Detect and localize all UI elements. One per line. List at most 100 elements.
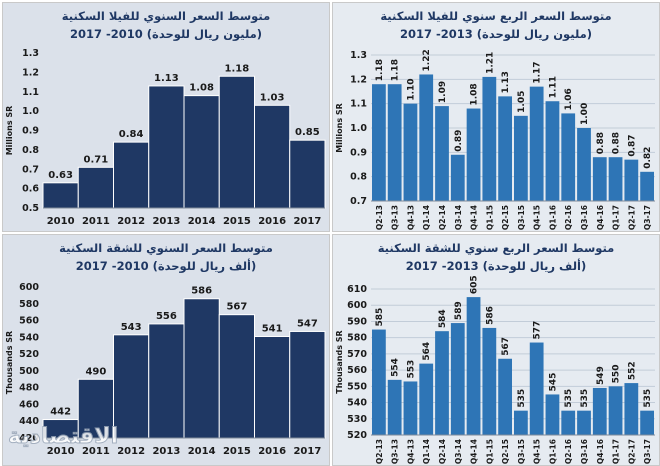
y-tick-label: 560 <box>19 316 39 327</box>
y-tick-label: 0.5 <box>22 203 39 214</box>
bar <box>289 330 326 439</box>
x-tick-label: Q4-15 <box>533 439 542 464</box>
chart-title: متوسط السعر الربع سنوي للفيلا السكنية <box>380 9 612 23</box>
data-label: 1.08 <box>189 83 214 94</box>
bar <box>466 108 481 201</box>
chart-subtitle: (مليون ريال للوحدة) 2010- 2017 <box>69 27 263 41</box>
data-label: 0.63 <box>48 170 73 181</box>
x-tick-label: Q1-15 <box>485 439 494 464</box>
x-tick-label: 2014 <box>188 216 216 227</box>
publisher-logo: الاقتصادية <box>7 424 119 450</box>
y-tick-label: 1.3 <box>350 50 367 61</box>
x-tick-label: Q1-16 <box>548 439 557 464</box>
x-tick-label: Q2-17 <box>627 205 636 230</box>
data-label: 1.03 <box>260 92 285 103</box>
bar <box>482 76 497 201</box>
x-tick-label: 2011 <box>82 446 110 457</box>
y-tick-label: 610 <box>347 284 367 295</box>
y-tick-label: 540 <box>19 332 39 343</box>
bar <box>218 75 255 209</box>
bar <box>403 381 418 435</box>
x-tick-label: 2017 <box>293 216 321 227</box>
y-tick-label: 0.8 <box>22 145 39 156</box>
data-label: 1.18 <box>225 63 250 74</box>
y-tick-label: 1.1 <box>22 87 39 98</box>
bar <box>529 86 544 201</box>
bar <box>624 159 639 201</box>
y-tick-label: 480 <box>19 383 39 394</box>
data-label: 586 <box>191 286 212 297</box>
y-tick-label: 1.2 <box>22 67 39 78</box>
x-tick-label: Q4-13 <box>406 439 415 464</box>
data-label: 490 <box>85 366 106 377</box>
x-tick-label: 2010 <box>47 216 75 227</box>
x-tick-label: Q3-13 <box>391 205 400 230</box>
data-label: 567 <box>501 337 511 356</box>
bar <box>113 334 150 439</box>
bar <box>183 298 220 439</box>
bar <box>372 329 386 435</box>
data-label: 605 <box>470 275 480 294</box>
y-tick-label: 0.7 <box>350 196 367 207</box>
y-tick-label: 500 <box>19 366 39 377</box>
apartment-quarterly-chart: 520 530 540 550 560 570 580 590 600 610 Thousands … <box>335 275 655 464</box>
x-tick-label: Q3-15 <box>517 205 526 230</box>
data-label: 535 <box>580 389 590 408</box>
data-label: 1.17 <box>533 61 543 83</box>
bar <box>419 363 434 435</box>
data-label: 545 <box>548 373 558 392</box>
x-tick-label: 2010 <box>47 446 75 457</box>
y-tick-label: 590 <box>347 316 367 327</box>
villa-quarterly-chart: 0.7 0.8 0.9 1.0 1.1 1.2 1.3 Millions SR 1.18 Q2-1… <box>335 49 655 230</box>
y-tick-label: 550 <box>347 381 367 392</box>
y-tick-label: 0.7 <box>22 164 39 175</box>
y-tick-label: 0.9 <box>350 147 367 158</box>
data-label: 442 <box>50 407 71 418</box>
data-label: 1.10 <box>406 78 416 100</box>
bar <box>577 410 591 435</box>
x-tick-label: Q4-14 <box>470 205 479 230</box>
x-tick-label: Q1-16 <box>548 205 557 230</box>
data-label: 556 <box>156 311 177 322</box>
chart-subtitle: (مليون ريال للوحدة) 2013- 2017 <box>399 27 593 41</box>
bar <box>254 104 291 209</box>
y-tick-label: 440 <box>19 416 39 427</box>
data-label: 553 <box>406 360 416 379</box>
chart-subtitle: (ألف ريال للوحدة) 2013- 2017 <box>405 259 587 273</box>
data-label: 535 <box>517 389 527 408</box>
x-tick-label: Q2-17 <box>627 439 636 464</box>
y-tick-label: 560 <box>347 365 367 376</box>
data-label: 567 <box>226 302 247 313</box>
bar <box>419 74 434 201</box>
x-tick-label: Q2-15 <box>501 205 510 230</box>
x-tick-label: 2015 <box>223 446 251 457</box>
bar <box>608 386 623 435</box>
data-label: 1.13 <box>154 73 179 84</box>
x-tick-label: 2016 <box>258 216 286 227</box>
y-tick-label: 580 <box>347 333 367 344</box>
x-tick-label: Q4-13 <box>406 205 415 230</box>
data-label: 577 <box>533 321 543 340</box>
data-label: 564 <box>422 342 432 361</box>
y-tick-label: 1.0 <box>22 106 39 117</box>
data-label: 554 <box>391 358 401 377</box>
x-tick-label: Q3-14 <box>454 205 463 230</box>
x-tick-label: Q2-15 <box>501 439 510 464</box>
data-label: 541 <box>262 323 283 334</box>
data-label: 585 <box>375 308 385 327</box>
data-label: 549 <box>596 366 606 385</box>
bar <box>77 166 114 209</box>
y-tick-label: 600 <box>347 300 367 311</box>
data-label: 0.87 <box>627 134 637 156</box>
x-tick-label: Q4-14 <box>470 439 479 464</box>
data-label: 1.22 <box>422 49 432 71</box>
x-tick-label: 2011 <box>82 216 110 227</box>
x-tick-label: 2015 <box>223 216 251 227</box>
x-tick-label: Q1-14 <box>422 205 431 230</box>
y-axis-label: Thousands SR <box>335 330 344 393</box>
y-tick-label: 570 <box>347 349 367 360</box>
bar <box>498 358 512 435</box>
x-tick-label: Q2-16 <box>564 439 573 464</box>
x-tick-label: Q3-14 <box>454 439 463 464</box>
villa-annual-panel: متوسط السعر السنوي للفيلا السكنية (مليون… <box>2 2 330 232</box>
